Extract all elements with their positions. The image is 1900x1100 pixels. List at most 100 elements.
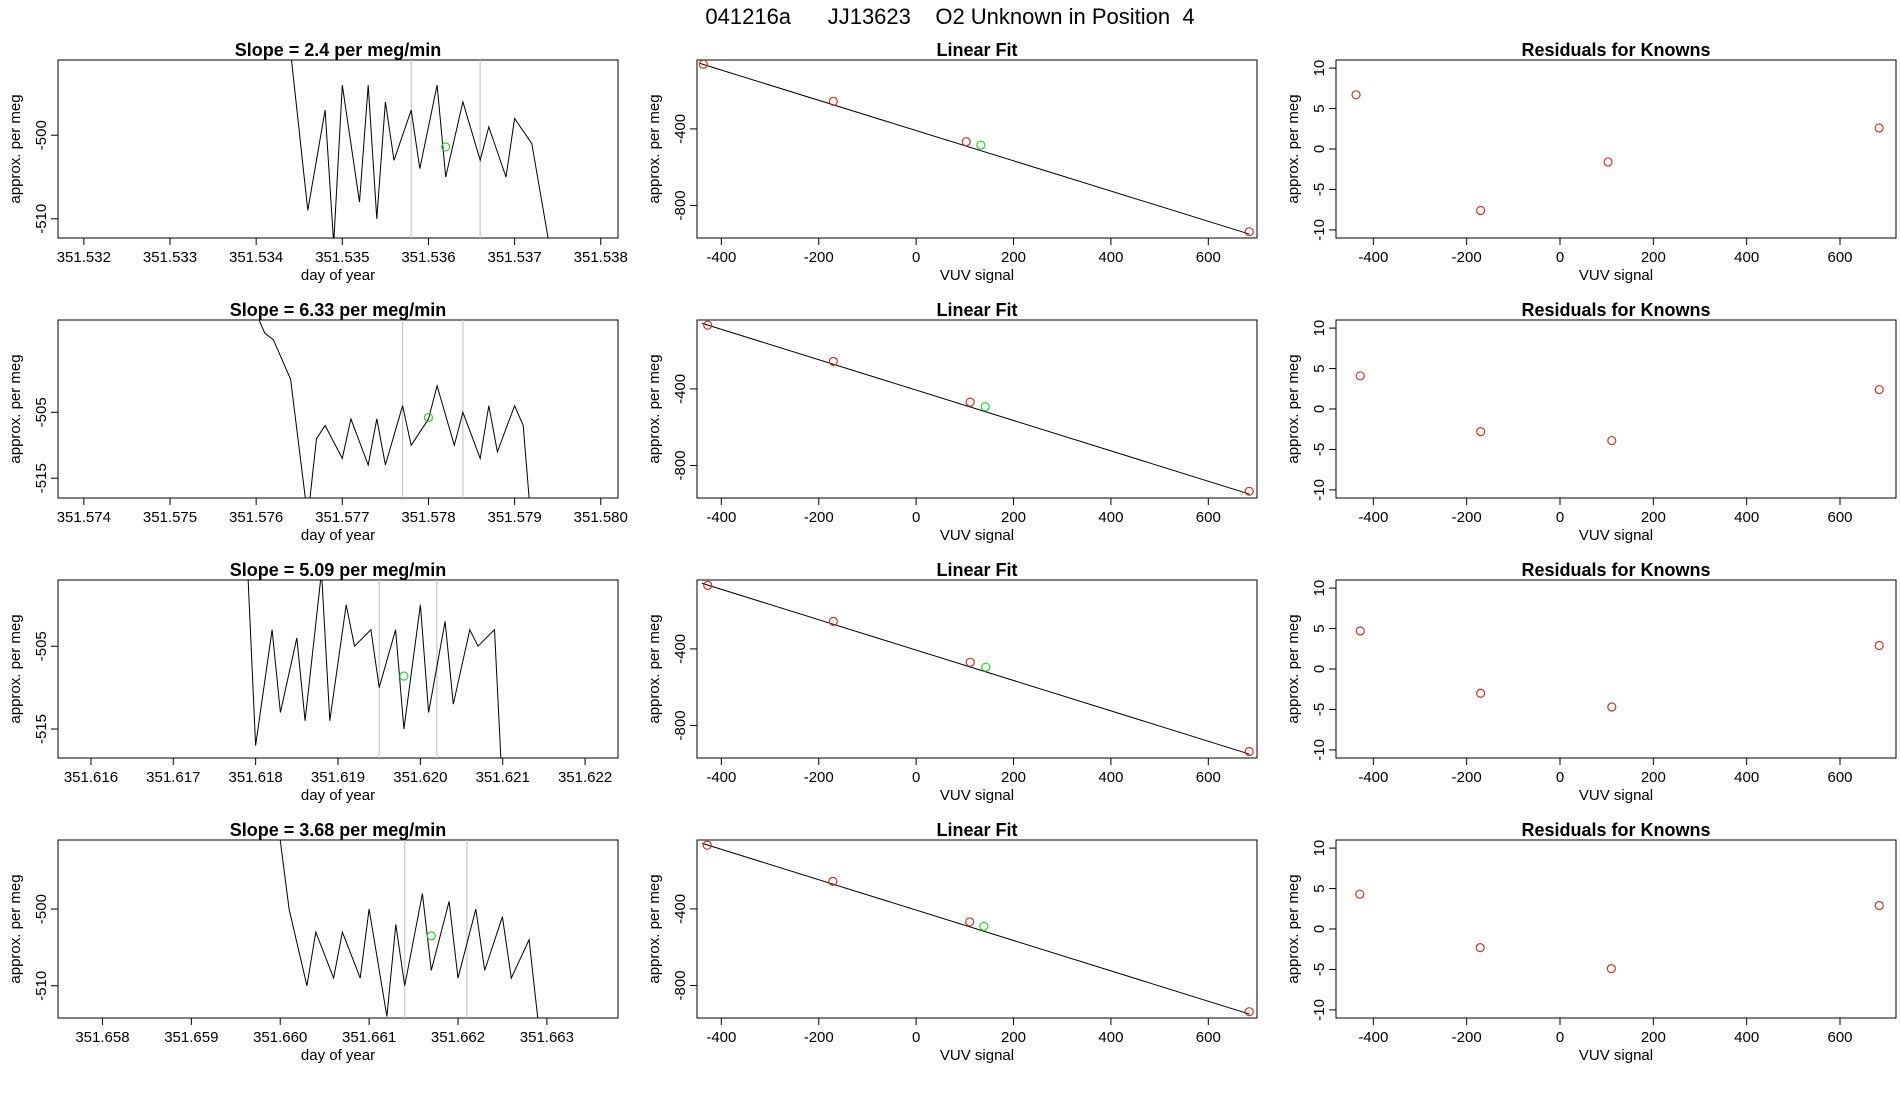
known-point (965, 917, 975, 927)
x-axis-label: VUV signal (1579, 1047, 1653, 1064)
x-tick-label: 200 (1001, 1029, 1026, 1046)
x-tick-label: 600 (1827, 249, 1852, 266)
x-tick-label: 351.532 (57, 249, 111, 266)
unknown-point (426, 931, 436, 941)
unknown-point (979, 921, 989, 931)
y-tick-label: -800 (672, 190, 689, 220)
x-tick-label: 400 (1098, 509, 1123, 526)
x-axis-label: VUV signal (940, 1047, 1014, 1064)
y-tick-label: -5 (1311, 963, 1328, 976)
plot-area (291, 60, 549, 238)
x-tick-label: 351.659 (164, 1029, 218, 1046)
plot-frame (1335, 839, 1897, 1019)
plot-frame (696, 319, 1258, 499)
known-point (1244, 746, 1254, 757)
known-point (1355, 371, 1365, 381)
series-line (258, 320, 530, 498)
x-tick-label: 351.663 (520, 1029, 574, 1046)
y-tick-label: -10 (1311, 999, 1328, 1021)
known-point (1355, 626, 1365, 636)
plot-frame (57, 59, 619, 239)
x-tick-label: -400 (1358, 769, 1388, 786)
y-tick-label: -10 (1311, 479, 1328, 501)
x-tick-label: 0 (912, 509, 920, 526)
x-tick-label: 351.538 (574, 249, 628, 266)
x-tick-label: -200 (804, 1029, 834, 1046)
x-tick-label: -400 (1358, 249, 1388, 266)
y-axis-label: approx. per meg (1285, 94, 1302, 203)
y-tick-label: -800 (672, 970, 689, 1000)
x-axis-label: VUV signal (1579, 527, 1653, 544)
plot-frame (696, 839, 1258, 1019)
x-tick-label: 351.534 (229, 249, 283, 266)
known-point (961, 137, 971, 147)
figure-title: 041216a JJ13623 O2 Unknown in Position 4 (705, 4, 1195, 29)
y-tick-label: -5 (1311, 183, 1328, 196)
plot-frame (57, 579, 619, 759)
x-tick-label: -200 (1452, 769, 1482, 786)
x-tick-label: -400 (706, 249, 736, 266)
known-point (965, 657, 975, 667)
x-tick-label: 351.662 (431, 1029, 485, 1046)
x-axis-label: VUV signal (1579, 267, 1653, 284)
y-tick-label: 0 (1311, 665, 1328, 673)
plot-frame (57, 319, 619, 499)
y-tick-label: -505 (33, 397, 50, 427)
y-tick-label: 5 (1311, 884, 1328, 892)
y-axis-label: approx. per meg (646, 94, 663, 203)
known-point (1355, 889, 1365, 899)
x-tick-label: 351.620 (393, 769, 447, 786)
x-tick-label: 351.660 (253, 1029, 307, 1046)
y-tick-label: 0 (1311, 405, 1328, 413)
fit-line (699, 62, 1250, 235)
x-tick-label: -400 (706, 509, 736, 526)
plot-area (1355, 626, 1884, 712)
known-point (698, 60, 708, 69)
y-axis-label: approx. per meg (7, 354, 24, 463)
plot-area (1355, 371, 1884, 446)
x-tick-label: 400 (1734, 249, 1759, 266)
x-axis-label: day of year (301, 1047, 375, 1064)
y-tick-label: 5 (1311, 364, 1328, 372)
x-tick-label: -200 (804, 509, 834, 526)
known-point (702, 840, 712, 850)
plot-area (701, 840, 1254, 1017)
y-tick-label: -5 (1311, 443, 1328, 456)
unknown-point (423, 412, 434, 423)
panel-title: Linear Fit (936, 820, 1017, 840)
y-tick-label: 5 (1311, 624, 1328, 632)
y-tick-label: -400 (672, 374, 689, 404)
known-point (1476, 205, 1486, 216)
unknown-point (981, 662, 991, 672)
y-tick-label: -10 (1311, 219, 1328, 241)
x-tick-label: 351.536 (401, 249, 455, 266)
panel-title: Slope = 6.33 per meg/min (230, 300, 447, 320)
known-point (828, 356, 838, 366)
x-tick-label: 351.619 (311, 769, 365, 786)
x-tick-label: -200 (804, 249, 834, 266)
plot-area (701, 320, 1254, 496)
x-tick-label: 600 (1827, 1029, 1852, 1046)
panel-r2-c1: Linear Fit -400 -200 0 200 400 600 VUV signal -4… (646, 560, 1258, 804)
x-tick-label: 0 (912, 249, 920, 266)
y-axis-label: approx. per meg (7, 614, 24, 723)
y-tick-label: -400 (672, 114, 689, 144)
y-axis-label: approx. per meg (646, 614, 663, 723)
x-tick-label: 600 (1827, 769, 1852, 786)
x-tick-label: 200 (1001, 249, 1026, 266)
plot-area (1351, 90, 1884, 216)
x-axis-label: VUV signal (1579, 787, 1653, 804)
known-point (1874, 640, 1884, 651)
panel-title: Residuals for Knowns (1521, 820, 1710, 840)
x-tick-label: 400 (1098, 1029, 1123, 1046)
plot-frame (696, 579, 1258, 759)
panel-r0-c2: Residuals for Knowns -400 -200 0 200 400 600 VU… (1285, 40, 1897, 284)
known-point (703, 580, 713, 590)
known-point (1475, 943, 1485, 953)
y-axis-label: approx. per meg (1285, 614, 1302, 723)
panel-r3-c0: Slope = 3.68 per meg/min 351.658 351.659 35… (7, 820, 619, 1064)
x-tick-label: 0 (912, 1029, 920, 1046)
panel-r0-c0: Slope = 2.4 per meg/min 351.532 351.533 351… (7, 40, 628, 284)
fit-line (701, 322, 1250, 495)
